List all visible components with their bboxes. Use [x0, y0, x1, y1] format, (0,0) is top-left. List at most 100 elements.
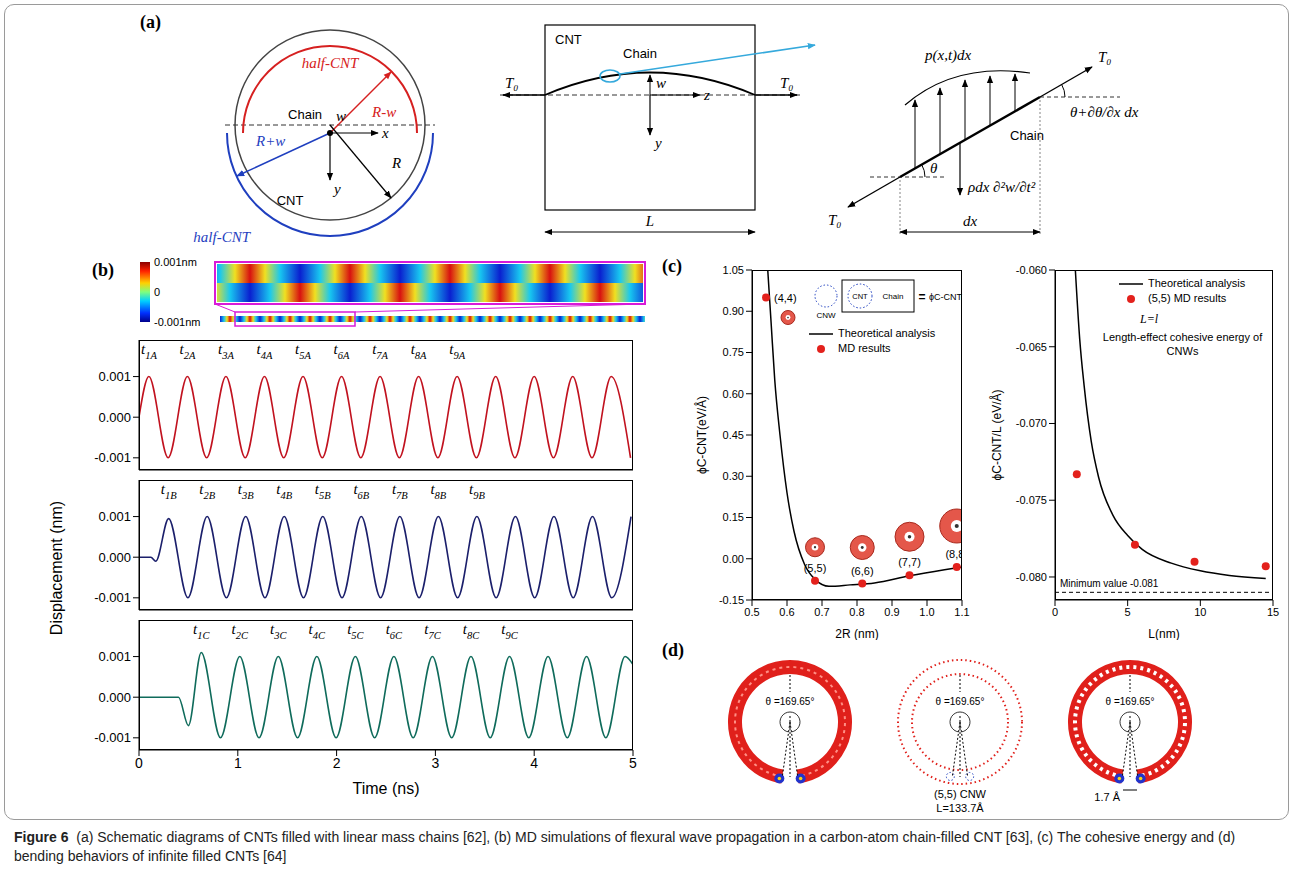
svg-text:(c): (c) — [662, 256, 682, 277]
svg-text:w: w — [656, 75, 666, 91]
svg-text:0.60: 0.60 — [723, 388, 744, 400]
svg-text:p(x,t)dx: p(x,t)dx — [924, 47, 972, 64]
svg-text:0.6: 0.6 — [779, 606, 794, 618]
svg-text:t2B: t2B — [199, 481, 215, 501]
svg-text:0.5: 0.5 — [744, 606, 759, 618]
svg-text:y: y — [653, 135, 662, 151]
svg-text:Time (ns): Time (ns) — [353, 780, 420, 797]
svg-text:R-w: R-w — [371, 104, 396, 120]
svg-text:L: L — [645, 213, 654, 229]
svg-text:0.001: 0.001 — [98, 369, 131, 384]
svg-text:CNT: CNT — [555, 32, 582, 47]
svg-text:0: 0 — [154, 286, 160, 298]
svg-text:0.90: 0.90 — [723, 305, 744, 317]
svg-text:T₀: T₀ — [1098, 49, 1112, 65]
svg-text:t7B: t7B — [392, 481, 408, 501]
svg-text:t4A: t4A — [257, 341, 273, 361]
svg-text:1.1: 1.1 — [954, 606, 969, 618]
svg-text:t2A: t2A — [179, 341, 195, 361]
svg-text:T₀: T₀ — [505, 75, 519, 91]
svg-text:(d): (d) — [662, 640, 684, 661]
svg-text:t9B: t9B — [469, 481, 485, 501]
svg-text:ϕC-CNT: ϕC-CNT — [929, 292, 963, 302]
svg-text:5: 5 — [1125, 606, 1131, 618]
svg-text:CNT: CNT — [852, 292, 868, 301]
svg-text:t9C: t9C — [501, 621, 518, 641]
svg-text:Chain: Chain — [1010, 128, 1044, 143]
svg-text:0.75: 0.75 — [723, 346, 744, 358]
svg-text:3: 3 — [432, 755, 440, 771]
svg-text:-0.060: -0.060 — [1016, 264, 1047, 276]
svg-text:t6C: t6C — [386, 621, 403, 641]
svg-text:L(nm): L(nm) — [1148, 627, 1179, 640]
svg-text:0.001: 0.001 — [98, 649, 131, 664]
svg-text:t7C: t7C — [424, 621, 441, 641]
svg-text:y: y — [332, 181, 341, 197]
svg-text:t6A: t6A — [334, 341, 350, 361]
svg-text:0.30: 0.30 — [723, 470, 744, 482]
svg-text:0.15: 0.15 — [723, 511, 744, 523]
svg-text:x: x — [381, 125, 389, 141]
svg-text:0: 0 — [135, 755, 143, 771]
svg-text:(5,5) CNW: (5,5) CNW — [934, 788, 987, 800]
svg-text:-0.001: -0.001 — [94, 590, 131, 605]
svg-text:t4C: t4C — [309, 621, 326, 641]
svg-text:0.001: 0.001 — [98, 509, 131, 524]
svg-text:t8C: t8C — [463, 621, 480, 641]
svg-text:θ =169.65°: θ =169.65° — [936, 696, 985, 707]
svg-text:1.7 Å: 1.7 Å — [1094, 791, 1120, 803]
svg-text:-0.065: -0.065 — [1016, 341, 1047, 353]
svg-text:half-CNT: half-CNT — [302, 55, 360, 71]
svg-text:0.8: 0.8 — [849, 606, 864, 618]
svg-text:(a): (a) — [140, 12, 161, 33]
svg-text:15: 15 — [1267, 606, 1279, 618]
svg-text:ϕC-CNT(eV/Å): ϕC-CNT(eV/Å) — [694, 396, 709, 474]
svg-text:L=133.7Å: L=133.7Å — [936, 802, 984, 814]
svg-text:(8,8): (8,8) — [945, 548, 962, 560]
svg-text:t5C: t5C — [347, 621, 364, 641]
svg-text:Minimum value -0.081: Minimum value -0.081 — [1060, 578, 1159, 589]
svg-text:R: R — [391, 155, 401, 171]
svg-text:R+w: R+w — [255, 133, 285, 149]
svg-text:Chain: Chain — [288, 107, 322, 122]
svg-text:t9A: t9A — [449, 341, 465, 361]
svg-text:10: 10 — [1194, 606, 1206, 618]
svg-text:t6B: t6B — [353, 481, 369, 501]
svg-text:θ+∂θ/∂x dx: θ+∂θ/∂x dx — [1070, 104, 1139, 120]
svg-text:2: 2 — [333, 755, 341, 771]
svg-text:t8A: t8A — [411, 341, 427, 361]
svg-text:(5,5): (5,5) — [804, 562, 827, 574]
svg-text:4: 4 — [530, 755, 538, 771]
svg-text:T₀: T₀ — [828, 212, 842, 228]
svg-text:0.7: 0.7 — [814, 606, 829, 618]
svg-text:t5B: t5B — [315, 481, 331, 501]
svg-text:CNT: CNT — [277, 193, 304, 208]
svg-text:(6,6): (6,6) — [851, 565, 874, 577]
svg-text:0.000: 0.000 — [98, 410, 131, 425]
svg-text:dx: dx — [963, 213, 978, 229]
svg-text:1: 1 — [234, 755, 242, 771]
svg-text:-0.075: -0.075 — [1016, 494, 1047, 506]
svg-text:t8B: t8B — [430, 481, 446, 501]
svg-text:-0.001: -0.001 — [94, 730, 131, 745]
svg-text:0.000: 0.000 — [98, 690, 131, 705]
svg-text:t1B: t1B — [161, 481, 177, 501]
svg-text:θ =169.65°: θ =169.65° — [766, 696, 815, 707]
svg-text:t5A: t5A — [295, 341, 311, 361]
svg-text:Displacement (nm): Displacement (nm) — [48, 501, 65, 635]
svg-text:t1C: t1C — [193, 621, 210, 641]
svg-text:t4B: t4B — [276, 481, 292, 501]
svg-text:t3B: t3B — [238, 481, 254, 501]
svg-text:CNW: CNW — [816, 311, 836, 320]
svg-text:(4,4): (4,4) — [774, 292, 797, 304]
svg-text:-0.15: -0.15 — [719, 594, 744, 606]
svg-text:z: z — [703, 87, 710, 103]
svg-text:θ =169.65°: θ =169.65° — [1106, 696, 1155, 707]
svg-text:Chain: Chain — [883, 292, 904, 301]
svg-text:2R (nm): 2R (nm) — [835, 627, 878, 640]
svg-text:1.0: 1.0 — [919, 606, 934, 618]
svg-text:0.001nm: 0.001nm — [154, 256, 197, 268]
svg-text:-0.001nm: -0.001nm — [154, 316, 200, 328]
svg-text:t2C: t2C — [232, 621, 249, 641]
svg-text:0.45: 0.45 — [723, 429, 744, 441]
